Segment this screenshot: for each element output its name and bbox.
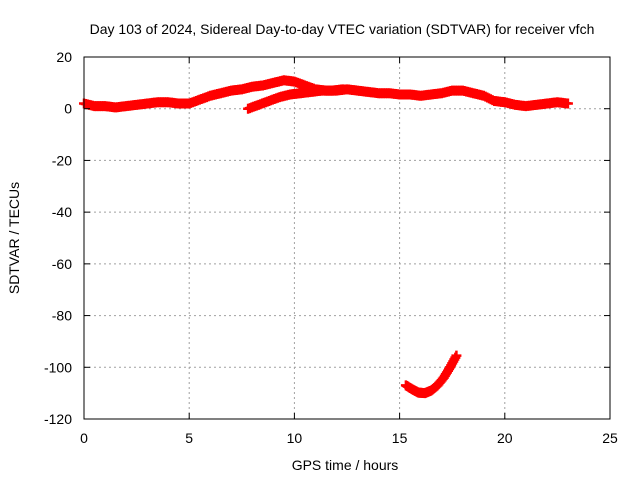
data-point-marker <box>451 350 462 361</box>
y-tick-label: -40 <box>52 204 72 220</box>
data-point-marker <box>337 84 348 95</box>
axis-ticks: 0 5 10 15 20 25 -120 -100 -80 -60 -40 -20 0 20 <box>44 49 618 446</box>
y-tick-label: -100 <box>44 359 72 375</box>
x-tick-label: 0 <box>80 430 88 446</box>
x-tick-label: 20 <box>497 430 513 446</box>
series-low-arc <box>400 350 462 399</box>
data-point-marker <box>562 98 573 109</box>
y-tick-label: -60 <box>52 256 72 272</box>
series-secondary-track <box>243 84 348 114</box>
y-tick-label: 0 <box>64 101 72 117</box>
grid-lines <box>84 57 610 419</box>
y-axis-label: SDTVAR / TECUs <box>6 182 22 294</box>
y-tick-label: -120 <box>44 411 72 427</box>
y-tick-label: 20 <box>56 49 72 65</box>
x-tick-label: 15 <box>392 430 408 446</box>
x-tick-label: 10 <box>287 430 303 446</box>
y-tick-label: -80 <box>52 308 72 324</box>
x-axis-label: GPS time / hours <box>292 457 399 473</box>
chart-title: Day 103 of 2024, Sidereal Day-to-day VTE… <box>90 21 595 37</box>
data-series <box>79 75 573 399</box>
y-tick-label: -20 <box>52 152 72 168</box>
x-tick-label: 5 <box>185 430 193 446</box>
plot-frame <box>83 56 611 420</box>
x-tick-label: 25 <box>602 430 618 446</box>
